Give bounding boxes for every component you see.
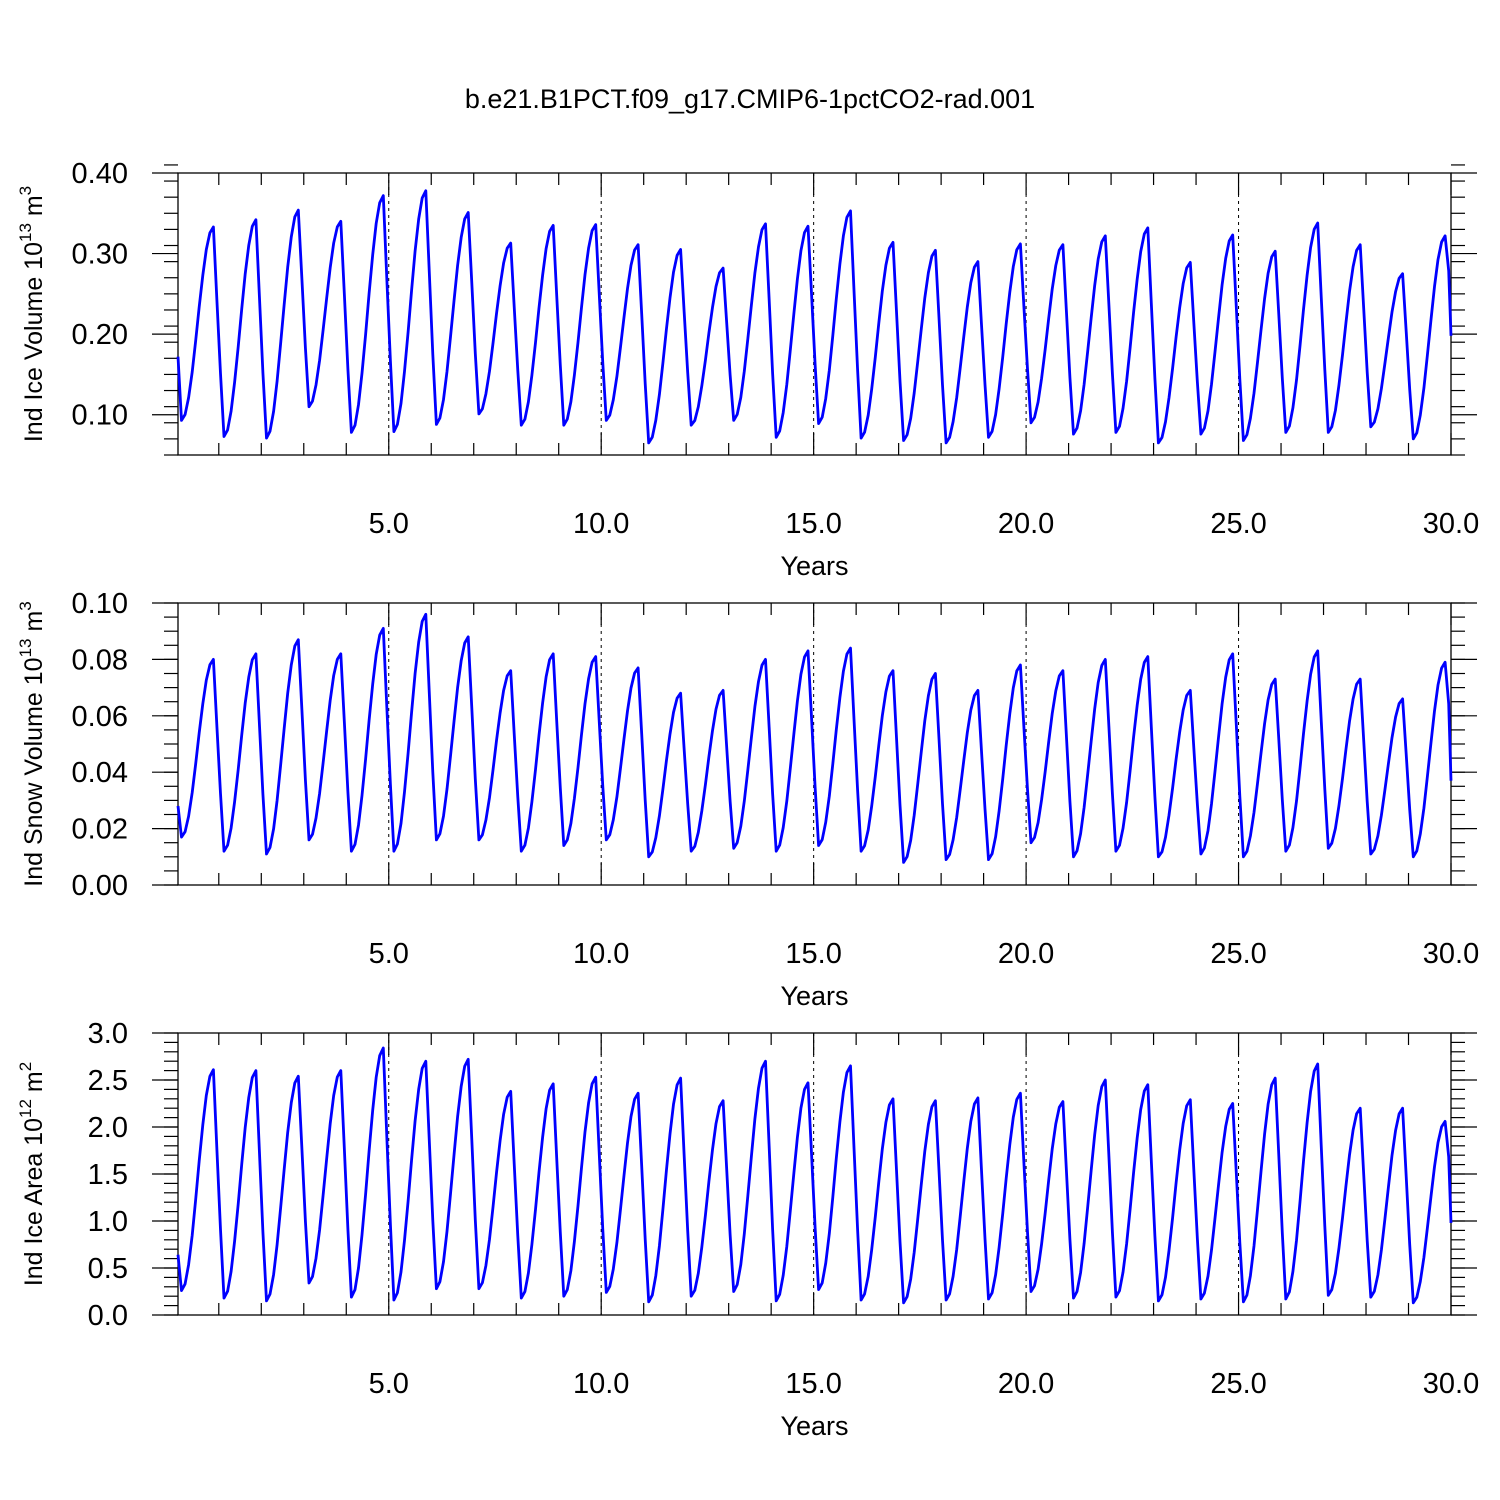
y-tick-label: 0.10 (72, 588, 128, 620)
y-tick-label: 0.0 (88, 1300, 128, 1332)
y-tick-label: 0.30 (72, 239, 128, 271)
x-tick-label: 25.0 (1210, 1368, 1266, 1400)
x-tick-label: 30.0 (1423, 938, 1479, 970)
y-tick-label: 0.02 (72, 814, 128, 846)
x-tick-label: 25.0 (1210, 938, 1266, 970)
series-line-1 (176, 1046, 1453, 1305)
x-tick-label: 20.0 (998, 508, 1054, 540)
x-tick-label: 30.0 (1423, 508, 1479, 540)
y-axis-label: Ind Ice Volume 1013 m3 (16, 186, 48, 442)
x-tick-label: 15.0 (785, 1368, 841, 1400)
series-line-1 (176, 189, 1453, 445)
y-tick-label: 0.20 (72, 319, 128, 351)
x-tick-label: 30.0 (1423, 1368, 1479, 1400)
y-tick-label: 1.5 (88, 1159, 128, 1191)
x-tick-label: 10.0 (573, 508, 629, 540)
y-tick-label: 0.08 (72, 644, 128, 676)
x-tick-label: 10.0 (573, 938, 629, 970)
x-tick-label: 5.0 (369, 1368, 409, 1400)
x-tick-label: 10.0 (573, 1368, 629, 1400)
panels-group: 0.10 0.20 0.30 0.40 5.0 10.0 15.0 20.0 25.0 30.0 Y… (16, 158, 1479, 1441)
panel-3: 0.0 0.5 1.0 1.5 2.0 2.5 3.0 5.0 10.0 15.0 20.0 25.0… (16, 1018, 1479, 1441)
y-tick-label: 0.10 (72, 400, 128, 432)
y-tick-label: 1.0 (88, 1206, 128, 1238)
y-axis-label: Ind Snow Volume 1013 m3 (16, 601, 48, 887)
panel-2: 0.00 0.02 0.04 0.06 0.08 0.10 5.0 10.0 15.0 20.0 2… (16, 588, 1479, 1011)
plot-frame (177, 172, 1452, 456)
series-line-1 (176, 612, 1453, 864)
x-tick-label: 5.0 (369, 938, 409, 970)
x-axis-label: Years (780, 981, 848, 1011)
y-tick-label: 2.0 (88, 1112, 128, 1144)
chart-title: b.e21.B1PCT.f09_g17.CMIP6-1pctCO2-rad.00… (465, 84, 1035, 114)
x-axis-label: Years (780, 551, 848, 581)
x-tick-label: 20.0 (998, 938, 1054, 970)
y-tick-label: 0.40 (72, 158, 128, 190)
x-tick-label: 25.0 (1210, 508, 1266, 540)
y-tick-label: 0.06 (72, 701, 128, 733)
x-tick-label: 15.0 (785, 938, 841, 970)
y-tick-label: 0.04 (72, 757, 128, 789)
y-axis-label: Ind Ice Area 1012 m2 (16, 1062, 48, 1286)
y-tick-label: 2.5 (88, 1065, 128, 1097)
y-tick-label: 0.5 (88, 1253, 128, 1285)
y-tick-label: 3.0 (88, 1018, 128, 1050)
y-tick-label: 0.00 (72, 870, 128, 902)
x-tick-label: 20.0 (998, 1368, 1054, 1400)
x-axis-label: Years (780, 1411, 848, 1441)
panel-1: 0.10 0.20 0.30 0.40 5.0 10.0 15.0 20.0 25.0 30.0 Y… (16, 158, 1479, 581)
x-tick-label: 5.0 (369, 508, 409, 540)
x-tick-label: 15.0 (785, 508, 841, 540)
plot-frame (177, 602, 1452, 886)
